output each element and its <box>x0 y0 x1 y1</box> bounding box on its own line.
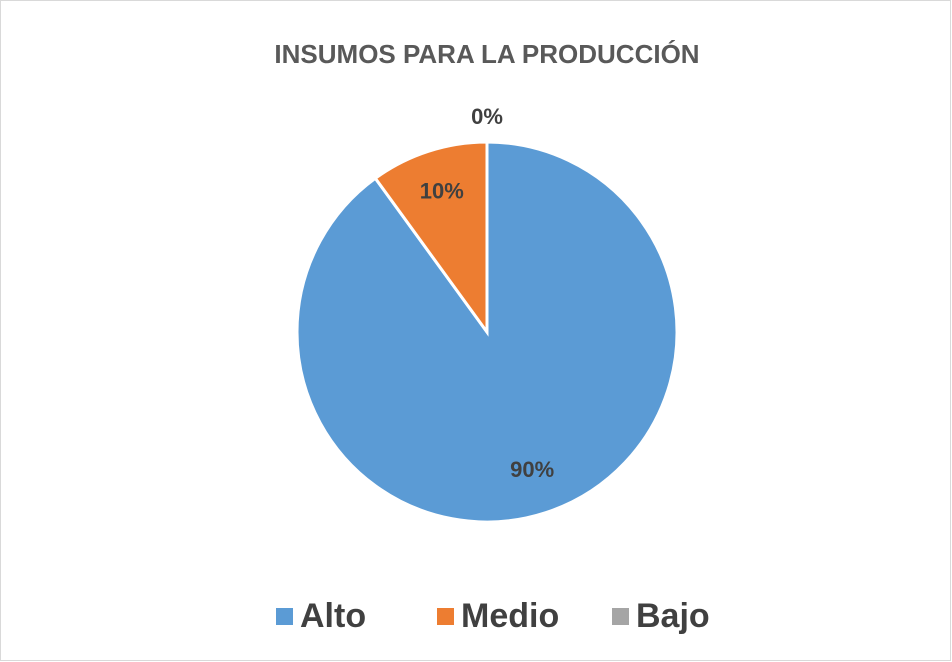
data-label: 0% <box>471 104 503 129</box>
chart-title: INSUMOS PARA LA PRODUCCIÓN <box>274 39 699 69</box>
legend-swatch <box>437 608 454 625</box>
legend-label: Medio <box>461 597 559 635</box>
data-label: 10% <box>420 179 464 204</box>
legend-swatch <box>612 608 629 625</box>
legend-label: Alto <box>300 597 366 635</box>
legend-label: Bajo <box>636 597 710 635</box>
data-label: 90% <box>510 457 554 482</box>
legend-swatch <box>276 608 293 625</box>
pie-slice <box>373 140 489 337</box>
